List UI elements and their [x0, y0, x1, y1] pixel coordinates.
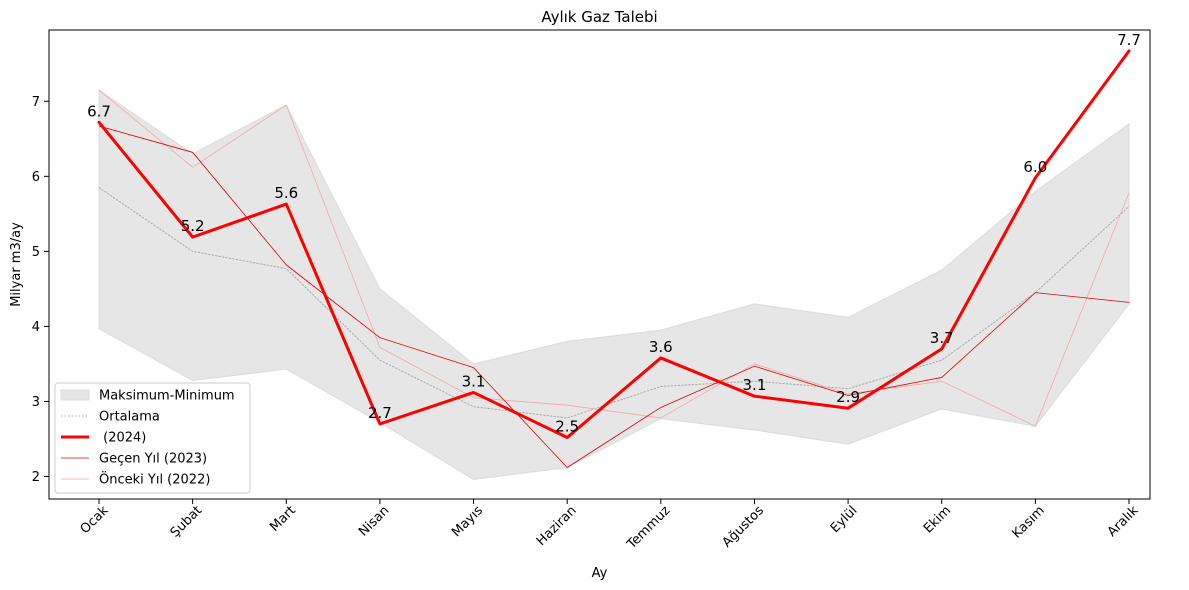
series-line-3 [98, 89, 1130, 427]
y-tick-label: 2 [32, 470, 40, 485]
max-min-band [98, 89, 1130, 481]
data-label: 3.6 [649, 338, 673, 356]
y-tick-label: 7 [32, 95, 40, 110]
x-tick-label: Aralık [1105, 503, 1142, 540]
legend-label: Ortalama [99, 410, 160, 425]
series-line-1 [97, 49, 1131, 439]
legend-label: Maksimum-Minimum [99, 389, 235, 404]
data-label: 6.7 [87, 102, 111, 120]
data-label-layer: 6.7 5.2 5.6 2.7 3.1 2.5 3.6 3.1 2.9 3.7 6.0 7.7 [87, 31, 1141, 435]
x-axis-label: Ay [592, 566, 608, 581]
series-line-0 [98, 187, 1130, 419]
legend-swatch [60, 389, 90, 401]
series-line-2 [98, 125, 1130, 468]
data-label: 3.1 [462, 372, 486, 390]
data-label: 7.7 [1117, 31, 1141, 49]
x-tick-label: Temmuz [624, 503, 674, 553]
x-tick-label: Kasım [1009, 503, 1047, 541]
data-label: 2.5 [555, 417, 579, 435]
x-tick-label: Nisan [356, 503, 392, 539]
legend-box [54, 382, 251, 494]
data-label: 6.0 [1023, 158, 1047, 176]
x-axis-ticks: Ocak Şubat Mart Nisan Mayıs Haziran Temmuz Ağus… [78, 499, 1142, 553]
band-layer [98, 89, 1130, 481]
y-tick-label: 6 [32, 170, 40, 185]
legend-label: (2024) [99, 431, 146, 446]
data-label: 5.2 [181, 217, 205, 235]
data-label: 3.1 [743, 376, 767, 394]
data-label: 5.6 [274, 184, 298, 202]
data-label: 3.7 [930, 329, 954, 347]
y-tick-label: 3 [32, 395, 40, 410]
legend-label: Önceki Yıl (2022) [99, 471, 210, 488]
y-tick-label: 4 [32, 320, 40, 335]
plot-frame [48, 29, 1151, 500]
x-tick-label: Ekim [921, 503, 954, 536]
chart-title: Aylık Gaz Talebi [541, 8, 657, 26]
data-label: 2.9 [836, 388, 860, 406]
y-axis-label: Milyar m3/ay [9, 222, 24, 307]
legend-label: Geçen Yıl (2023) [99, 452, 207, 467]
y-axis-ticks: 2 3 4 5 6 7 [32, 95, 49, 485]
x-tick-label: Mayıs [449, 503, 486, 540]
x-tick-label: Mart [267, 503, 299, 535]
x-tick-label: Haziran [534, 503, 580, 549]
x-tick-label: Ağustos [720, 503, 768, 551]
x-tick-label: Ocak [78, 503, 112, 537]
series-layer [97, 49, 1131, 468]
y-tick-label: 5 [32, 245, 40, 260]
legend: Maksimum-Minimum Ortalama (2024) Geçen Yıl… [54, 382, 251, 494]
x-tick-label: Eylül [828, 503, 861, 536]
x-tick-label: Şubat [168, 503, 205, 540]
data-label: 2.7 [368, 404, 392, 422]
